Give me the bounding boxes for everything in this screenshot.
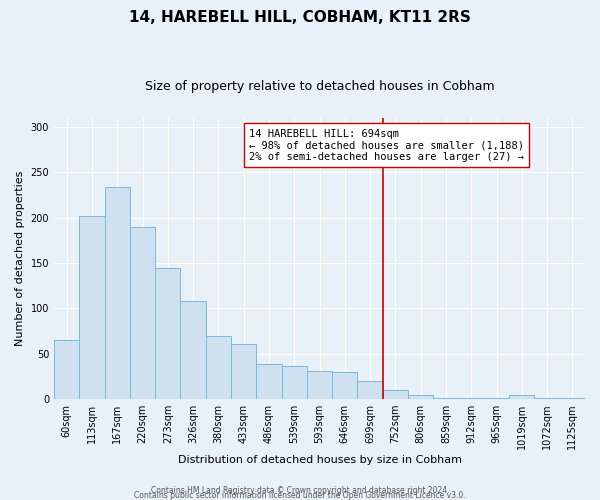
Bar bbox=[484, 398, 509, 399]
Bar bbox=[79, 216, 104, 399]
Bar bbox=[231, 344, 256, 399]
Bar bbox=[433, 398, 458, 399]
Bar bbox=[206, 336, 231, 399]
Bar bbox=[307, 371, 332, 399]
Bar bbox=[155, 268, 181, 399]
Bar bbox=[130, 226, 155, 399]
Bar bbox=[54, 340, 79, 399]
Text: Contains HM Land Registry data © Crown copyright and database right 2024.: Contains HM Land Registry data © Crown c… bbox=[151, 486, 449, 495]
X-axis label: Distribution of detached houses by size in Cobham: Distribution of detached houses by size … bbox=[178, 455, 461, 465]
Bar bbox=[104, 186, 130, 399]
Bar bbox=[458, 398, 484, 399]
Bar bbox=[509, 396, 535, 399]
Text: Contains public sector information licensed under the Open Government Licence v3: Contains public sector information licen… bbox=[134, 491, 466, 500]
Text: 14, HAREBELL HILL, COBHAM, KT11 2RS: 14, HAREBELL HILL, COBHAM, KT11 2RS bbox=[129, 10, 471, 25]
Title: Size of property relative to detached houses in Cobham: Size of property relative to detached ho… bbox=[145, 80, 494, 93]
Bar bbox=[535, 398, 560, 399]
Bar bbox=[256, 364, 281, 399]
Bar bbox=[281, 366, 307, 399]
Y-axis label: Number of detached properties: Number of detached properties bbox=[15, 170, 25, 346]
Bar bbox=[408, 396, 433, 399]
Text: 14 HAREBELL HILL: 694sqm
← 98% of detached houses are smaller (1,188)
2% of semi: 14 HAREBELL HILL: 694sqm ← 98% of detach… bbox=[249, 128, 524, 162]
Bar bbox=[358, 381, 383, 399]
Bar bbox=[181, 301, 206, 399]
Bar bbox=[560, 398, 585, 399]
Bar bbox=[383, 390, 408, 399]
Bar bbox=[332, 372, 358, 399]
